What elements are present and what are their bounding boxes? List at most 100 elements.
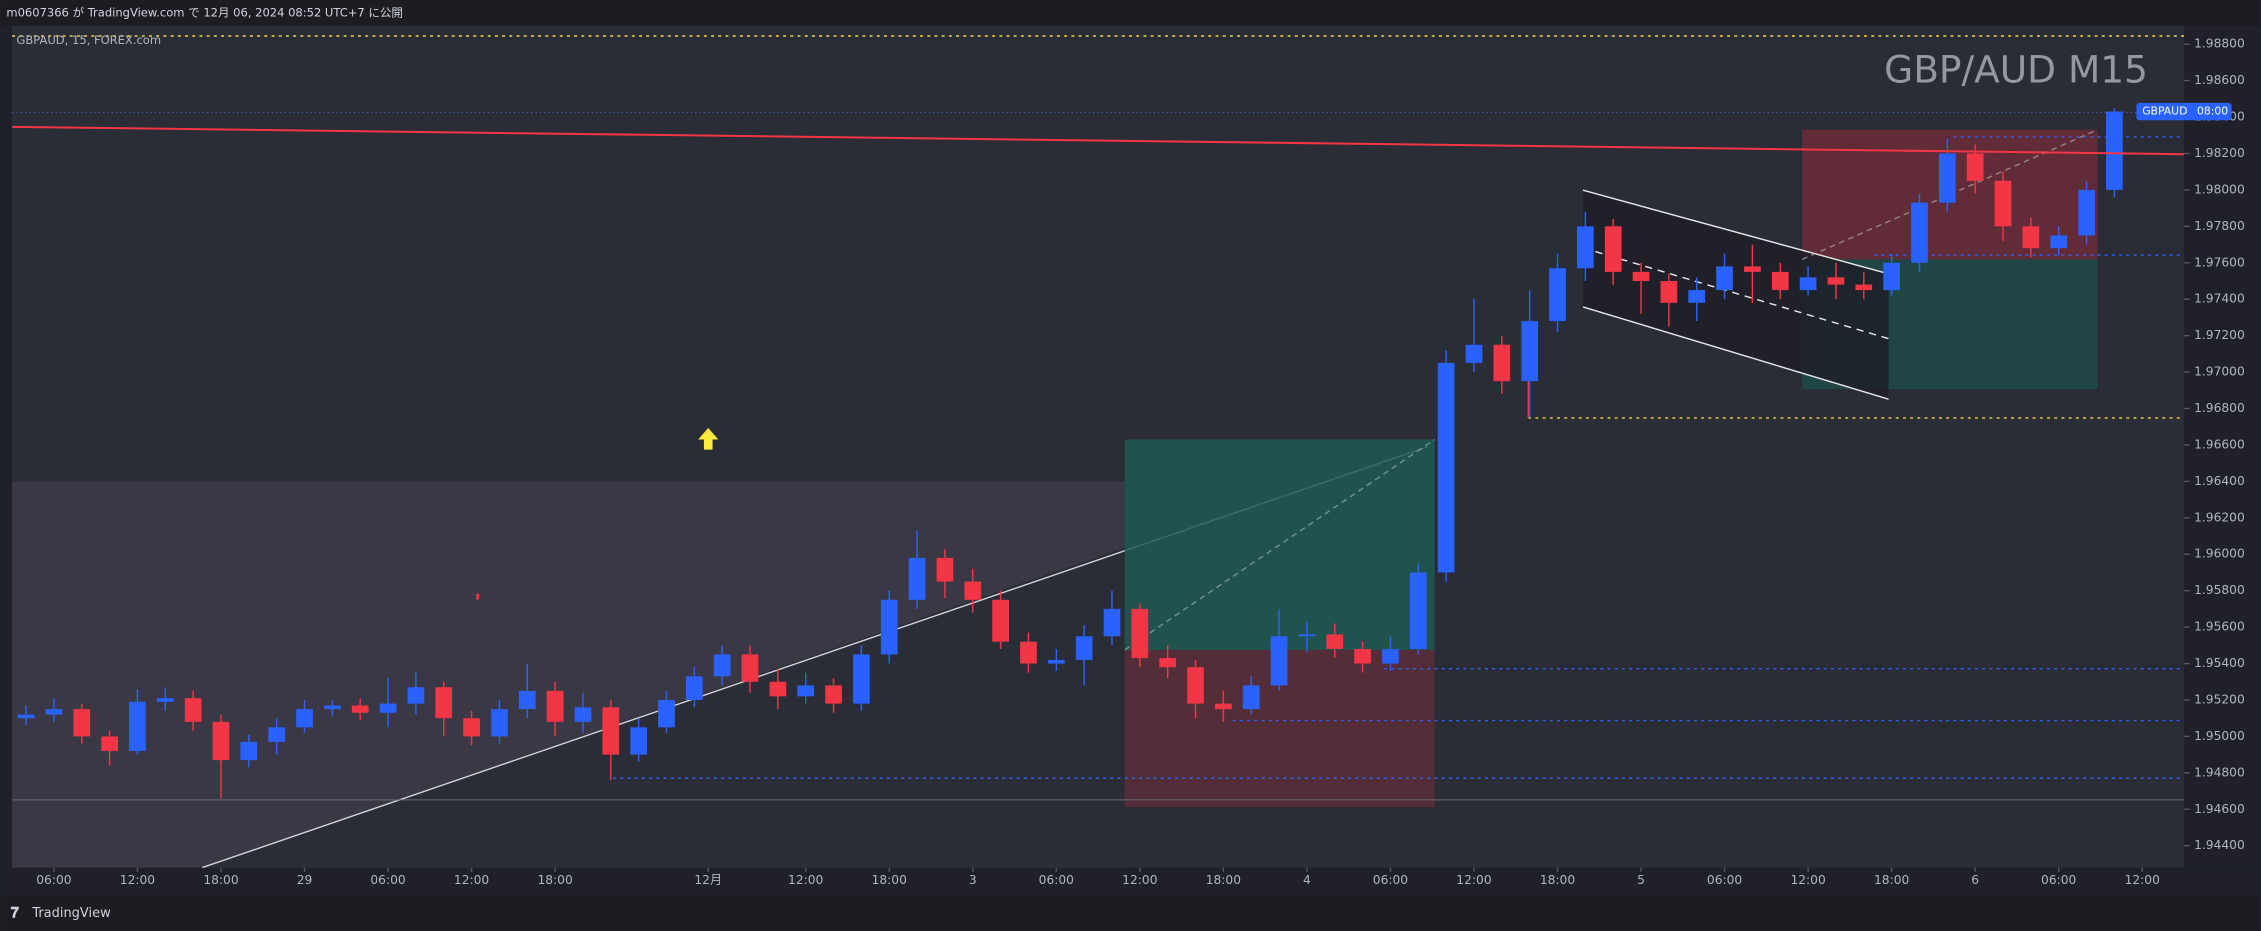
candle-body	[797, 685, 815, 697]
candle-body	[1549, 268, 1566, 322]
y-tick-label: 1.97400	[2194, 292, 2245, 306]
y-tick-label: 1.97000	[2194, 365, 2245, 379]
y-tick-label: 1.98200	[2194, 146, 2245, 160]
y-tick-label: 1.97200	[2194, 328, 2245, 342]
x-tick-label: 18:00	[537, 873, 572, 887]
candle-body	[324, 705, 341, 710]
x-tick-label: 18:00	[872, 873, 907, 887]
candle-body	[240, 741, 258, 761]
candle-body	[1382, 648, 1399, 664]
candle-body	[45, 709, 63, 715]
candle-body	[1966, 153, 1984, 181]
candle-body	[658, 699, 675, 728]
price-tag-symbol: GBPAUD	[2142, 105, 2187, 118]
candle-body	[1187, 667, 1204, 704]
symbol-info: GBPAUD, 15, FOREX.com	[16, 33, 161, 47]
arrow-up	[698, 428, 719, 450]
x-tick-label: 12:00	[1790, 873, 1825, 887]
candle-body	[1020, 641, 1037, 664]
candle-body	[853, 654, 870, 704]
candle-body	[296, 709, 313, 728]
candle-body	[379, 703, 397, 713]
candle-body	[1103, 608, 1121, 637]
candle-body	[769, 681, 787, 697]
y-tick-label: 1.96600	[2194, 437, 2245, 451]
candle-body	[1883, 262, 1900, 291]
candle-body	[1688, 290, 1706, 303]
candle-body	[407, 687, 425, 704]
x-tick-label: 06:00	[36, 873, 71, 887]
x-tick-label: 18:00	[1874, 873, 1909, 887]
resistance-line	[12, 125, 2185, 156]
watermark: GBP/AUD M15	[1884, 48, 2148, 92]
candle-body	[2106, 111, 2123, 190]
logo-mark: 𝟕	[11, 906, 19, 922]
y-tick-label: 1.96200	[2194, 510, 2245, 524]
x-tick-label: 5	[1637, 873, 1645, 887]
candle-body	[351, 705, 369, 713]
candle-body	[1465, 344, 1483, 363]
candle-body	[1716, 266, 1733, 291]
candle-body	[435, 687, 453, 719]
candle-body	[964, 581, 982, 600]
candle-body	[156, 698, 174, 702]
candle-body	[1131, 608, 1149, 659]
candle-body	[73, 709, 91, 737]
y-tick-label: 1.98600	[2194, 73, 2245, 87]
candle-body	[1409, 572, 1427, 649]
candle-body	[1660, 280, 1678, 303]
x-tick-label: 06:00	[1707, 873, 1742, 887]
candle-body	[908, 557, 926, 600]
top-bar	[0, 0, 2261, 26]
candle-body	[1075, 636, 1093, 660]
candles	[17, 107, 2123, 799]
x-tick-label: 12:00	[454, 873, 489, 887]
candle-body	[17, 714, 35, 719]
candle-body	[212, 721, 230, 761]
candle-body	[1047, 659, 1065, 664]
candle-body	[880, 599, 898, 655]
axes: 1.988001.986001.984001.982001.980001.978…	[36, 37, 2245, 887]
candle-body	[685, 676, 703, 700]
candle-body	[101, 736, 118, 751]
candle-body	[713, 654, 731, 677]
candle-body	[1242, 685, 1260, 710]
x-tick-label: 06:00	[1039, 873, 1074, 887]
footer-brand: TradingView	[31, 906, 111, 921]
candle-body	[1799, 277, 1817, 291]
candle-body	[574, 707, 592, 722]
x-tick-label: 12:00	[2125, 873, 2160, 887]
x-tick-label: 12:00	[1456, 873, 1491, 887]
x-tick-label: 4	[1303, 873, 1311, 887]
y-tick-label: 1.95000	[2194, 729, 2245, 743]
y-tick-label: 1.96400	[2194, 474, 2245, 488]
y-tick-label: 1.98000	[2194, 182, 2245, 196]
candle-body	[602, 707, 620, 755]
candle-body	[1827, 277, 1845, 285]
candle-body	[936, 557, 954, 582]
candle-body	[1994, 180, 2012, 227]
candle-body	[1632, 271, 1650, 281]
candle-body	[992, 599, 1009, 642]
candle-body	[1270, 636, 1288, 686]
candle-body	[1493, 344, 1511, 382]
long-path	[1124, 438, 1435, 651]
dot	[476, 593, 480, 600]
candle-body	[546, 690, 564, 722]
x-tick-label: 06:00	[1373, 873, 1408, 887]
x-tick-label: 3	[969, 873, 977, 887]
x-tick-label: 18:00	[1206, 873, 1241, 887]
candle-body	[1326, 634, 1344, 649]
y-tick-label: 1.98800	[2194, 37, 2245, 51]
candle-body	[741, 654, 759, 682]
y-tick-label: 1.94600	[2194, 802, 2245, 816]
candle-body	[2078, 189, 2095, 236]
y-tick-label: 1.95600	[2194, 620, 2245, 634]
candle-body	[184, 698, 202, 722]
candle-body	[1604, 226, 1622, 272]
candle-body	[1855, 284, 1873, 291]
candle-body	[491, 709, 508, 737]
candle-body	[1771, 271, 1789, 291]
channel-top	[1582, 189, 1889, 275]
